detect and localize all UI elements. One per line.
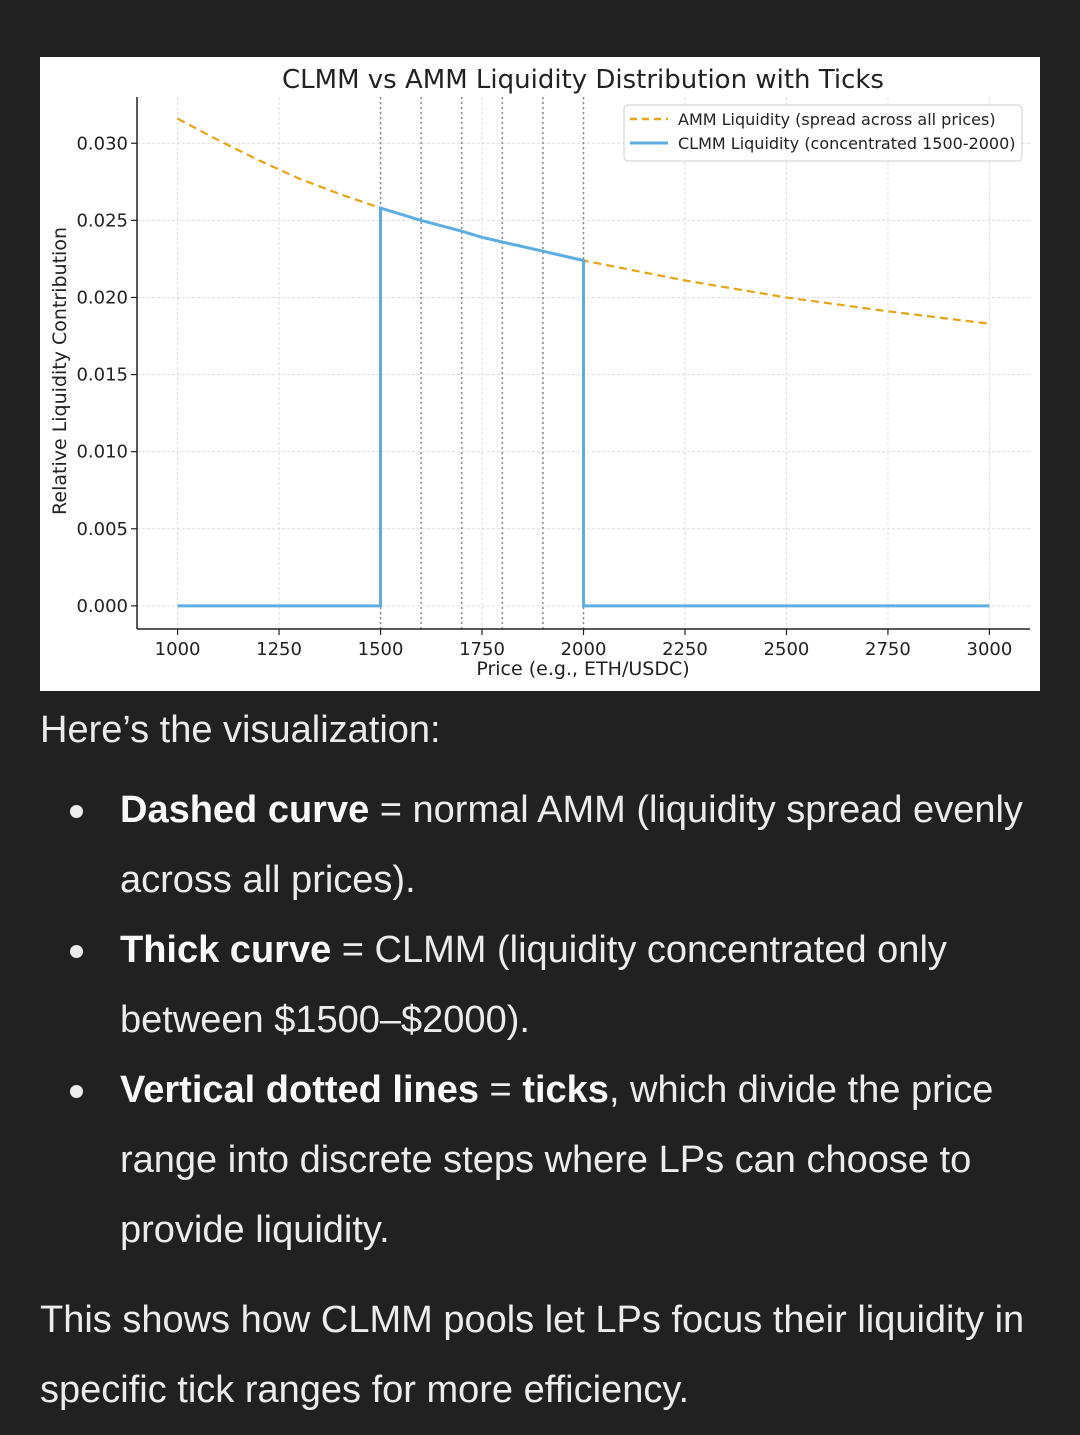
clmm-liquidity-line bbox=[177, 205, 990, 608]
y-tick-label: 0.000 bbox=[76, 596, 128, 617]
conclusion-text: This shows how CLMM pools let LPs focus … bbox=[40, 1299, 1025, 1411]
x-tick-label: 2250 bbox=[662, 639, 708, 660]
list-item-thick: Thick curve = CLMM (liquidity concentrat… bbox=[40, 915, 1040, 1055]
x-tick-label: 2500 bbox=[764, 639, 810, 660]
x-tick-label: 2000 bbox=[561, 639, 607, 660]
list-item-term: Dashed curve bbox=[120, 789, 370, 831]
y-tick-label: 0.020 bbox=[76, 287, 128, 308]
bullet-dot bbox=[70, 945, 83, 958]
chart-panel: 1000 1250 1500 1750 2000 2250 2500 2750 3000 0.00… bbox=[40, 57, 1040, 691]
x-tick-label: 1000 bbox=[155, 639, 201, 660]
y-tick-label: 0.030 bbox=[76, 133, 128, 154]
list-item-term: Thick curve bbox=[120, 929, 332, 971]
liquidity-chart: 1000 1250 1500 1750 2000 2250 2500 2750 3000 0.00… bbox=[49, 65, 1030, 680]
y-tick-label: 0.025 bbox=[76, 210, 128, 231]
list-item-ticks: Vertical dotted lines = ticks, which div… bbox=[40, 1055, 1040, 1265]
explanation-list: Dashed curve = normal AMM (liquidity spr… bbox=[40, 775, 1040, 1265]
x-axis-label: Price (e.g., ETH/USDC) bbox=[476, 658, 689, 680]
list-item-term: Vertical dotted lines bbox=[120, 1069, 479, 1111]
list-item-dashed: Dashed curve = normal AMM (liquidity spr… bbox=[40, 775, 1040, 915]
bullet-dot bbox=[70, 1085, 83, 1098]
y-tick-label: 0.010 bbox=[76, 442, 128, 463]
list-item-connector: = bbox=[479, 1069, 523, 1111]
legend-label-amm: AMM Liquidity (spread across all prices) bbox=[678, 110, 996, 129]
intro-text: Here’s the visualization: bbox=[40, 709, 441, 751]
y-axis-label: Relative Liquidity Contribution bbox=[49, 227, 71, 515]
legend-frame bbox=[623, 104, 1023, 162]
x-tick-label: 2750 bbox=[865, 639, 911, 660]
chart-legend: AMM Liquidity (spread across all prices)… bbox=[623, 104, 1023, 162]
legend-label-clmm: CLMM Liquidity (concentrated 1500-2000) bbox=[678, 134, 1016, 153]
bullet-dot bbox=[70, 805, 83, 818]
x-tick-label: 1250 bbox=[256, 639, 302, 660]
x-tick-label: 3000 bbox=[967, 639, 1013, 660]
x-tick-label: 1500 bbox=[358, 639, 404, 660]
list-item-term-ticks: ticks bbox=[522, 1069, 609, 1111]
list-item-description: = normal AMM (liquidity spread evenly ac… bbox=[120, 789, 1023, 901]
list-item-description: = CLMM (liquidity concentrated only betw… bbox=[120, 929, 947, 1041]
x-tick-label: 1750 bbox=[459, 639, 505, 660]
y-tick-label: 0.015 bbox=[76, 365, 128, 386]
list-item-description: , which divide the price range into disc… bbox=[120, 1069, 994, 1251]
y-tick-label: 0.005 bbox=[76, 519, 128, 540]
chart-title: CLMM vs AMM Liquidity Distribution with … bbox=[282, 65, 884, 95]
